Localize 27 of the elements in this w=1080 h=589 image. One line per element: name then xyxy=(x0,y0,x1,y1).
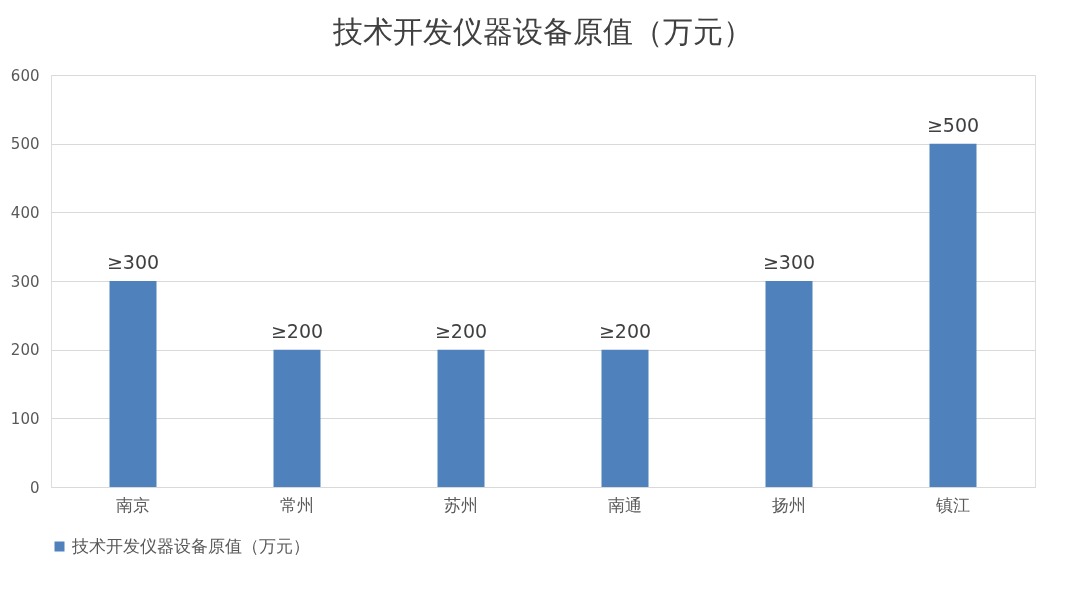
y-tick-label: 500 xyxy=(10,135,40,154)
y-tick-label: 200 xyxy=(10,341,40,360)
x-tick-label: 常州 xyxy=(280,494,314,515)
data-label: ≥500 xyxy=(926,113,980,136)
data-label: ≥200 xyxy=(598,319,652,342)
data-label: ≥300 xyxy=(762,251,816,273)
bar xyxy=(437,349,485,487)
data-label: ≥200 xyxy=(270,319,324,342)
x-tick-label: 南通 xyxy=(608,494,642,515)
x-tick-label: 南京 xyxy=(116,494,150,515)
data-label: ≥200 xyxy=(434,319,488,342)
chart-title: 技术开发仪器设备原值（万元） xyxy=(332,14,753,49)
y-tick-label: 0 xyxy=(29,478,40,497)
legend-label: 技术开发仪器设备原值（万元） xyxy=(71,535,310,556)
x-tick-label: 扬州 xyxy=(772,494,806,515)
bar xyxy=(273,349,321,487)
x-tick-label: 镇江 xyxy=(935,494,970,515)
data-label: ≥300 xyxy=(106,251,160,273)
y-tick-label: 100 xyxy=(10,409,40,428)
y-tick-label: 600 xyxy=(10,66,40,85)
x-tick-label: 苏州 xyxy=(444,494,478,515)
bar xyxy=(601,349,649,487)
y-tick-label: 400 xyxy=(10,203,40,222)
bar xyxy=(929,143,977,487)
bar xyxy=(109,281,157,487)
bar xyxy=(765,281,813,487)
y-tick-label: 300 xyxy=(10,272,40,291)
